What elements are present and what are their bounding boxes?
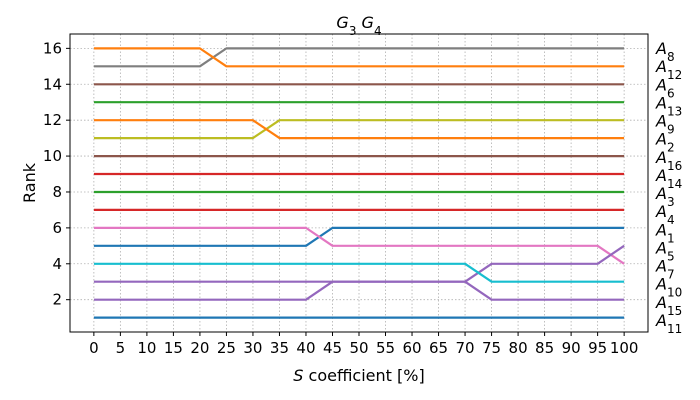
series-label-A15: A15 (655, 293, 682, 318)
x-axis-label: S coefficient [%] (293, 366, 424, 385)
chart-title: G3 G4 (336, 13, 381, 38)
x-tick-label: 50 (349, 339, 368, 357)
x-tick-label: 10 (137, 339, 156, 357)
series-label-A2: A2 (655, 130, 675, 155)
series-label-A16: A16 (655, 148, 682, 173)
x-tick-label: 0 (89, 339, 99, 357)
y-tick-label: 4 (52, 255, 62, 273)
y-tick-label: 10 (43, 147, 62, 165)
y-tick-label: 16 (43, 39, 62, 57)
x-tick-label: 45 (323, 339, 342, 357)
series-line-A2 (93, 119, 625, 140)
series-label-A6: A6 (655, 75, 675, 100)
x-tick-label: 30 (243, 339, 262, 357)
x-tick-label: 95 (588, 339, 607, 357)
series-label-A4: A4 (655, 202, 675, 227)
grid (70, 34, 648, 332)
y-tick-label: 8 (52, 183, 62, 201)
series-line-A15 (93, 280, 625, 301)
x-tick-label: 25 (217, 339, 236, 357)
x-tick-label: 85 (535, 339, 554, 357)
series-label-A12: A12 (655, 57, 682, 82)
series-label-A7: A7 (655, 257, 675, 282)
y-tick-label: 12 (43, 111, 62, 129)
series-label-A8: A8 (655, 39, 675, 64)
x-tick-label: 55 (376, 339, 395, 357)
series-line-A12 (93, 47, 625, 68)
series-label-A3: A3 (655, 184, 675, 209)
x-tick-label: 35 (270, 339, 289, 357)
series-lines (93, 47, 625, 319)
x-tick-label: 70 (456, 339, 475, 357)
x-tick-label: 100 (610, 339, 639, 357)
x-tick-label: 60 (402, 339, 421, 357)
series-line-A9 (93, 119, 625, 140)
series-label-A9: A9 (655, 112, 675, 137)
series-label-A14: A14 (655, 166, 682, 191)
y-axis-ticks: 2 4 6 8 10 12 14 16 (43, 39, 70, 309)
x-tick-label: 80 (509, 339, 528, 357)
series-line-A8 (93, 47, 625, 68)
series-label-A1: A1 (655, 220, 675, 245)
series-label-A5: A5 (655, 239, 675, 264)
x-tick-label: 15 (164, 339, 183, 357)
series-line-A5 (93, 226, 625, 265)
x-tick-label: 75 (482, 339, 501, 357)
y-axis-label: Rank (20, 162, 39, 203)
y-tick-label: 14 (43, 75, 62, 93)
series-label-A10: A10 (655, 275, 682, 300)
x-axis-ticks: 0 5 10 15 20 25 30 35 40 45 50 55 60 65 70 75 80 85 90 95 10… (89, 332, 638, 357)
x-tick-label: 20 (190, 339, 209, 357)
series-line-A10 (93, 262, 625, 283)
x-tick-label: 90 (562, 339, 581, 357)
y-tick-label: 2 (52, 291, 62, 309)
x-tick-label: 65 (429, 339, 448, 357)
y-tick-label: 6 (52, 219, 62, 237)
x-tick-label: 40 (296, 339, 315, 357)
x-tick-label: 5 (116, 339, 126, 357)
series-label-A11: A11 (655, 311, 682, 336)
series-label-A13: A13 (655, 93, 682, 118)
series-line-A1 (93, 226, 625, 247)
